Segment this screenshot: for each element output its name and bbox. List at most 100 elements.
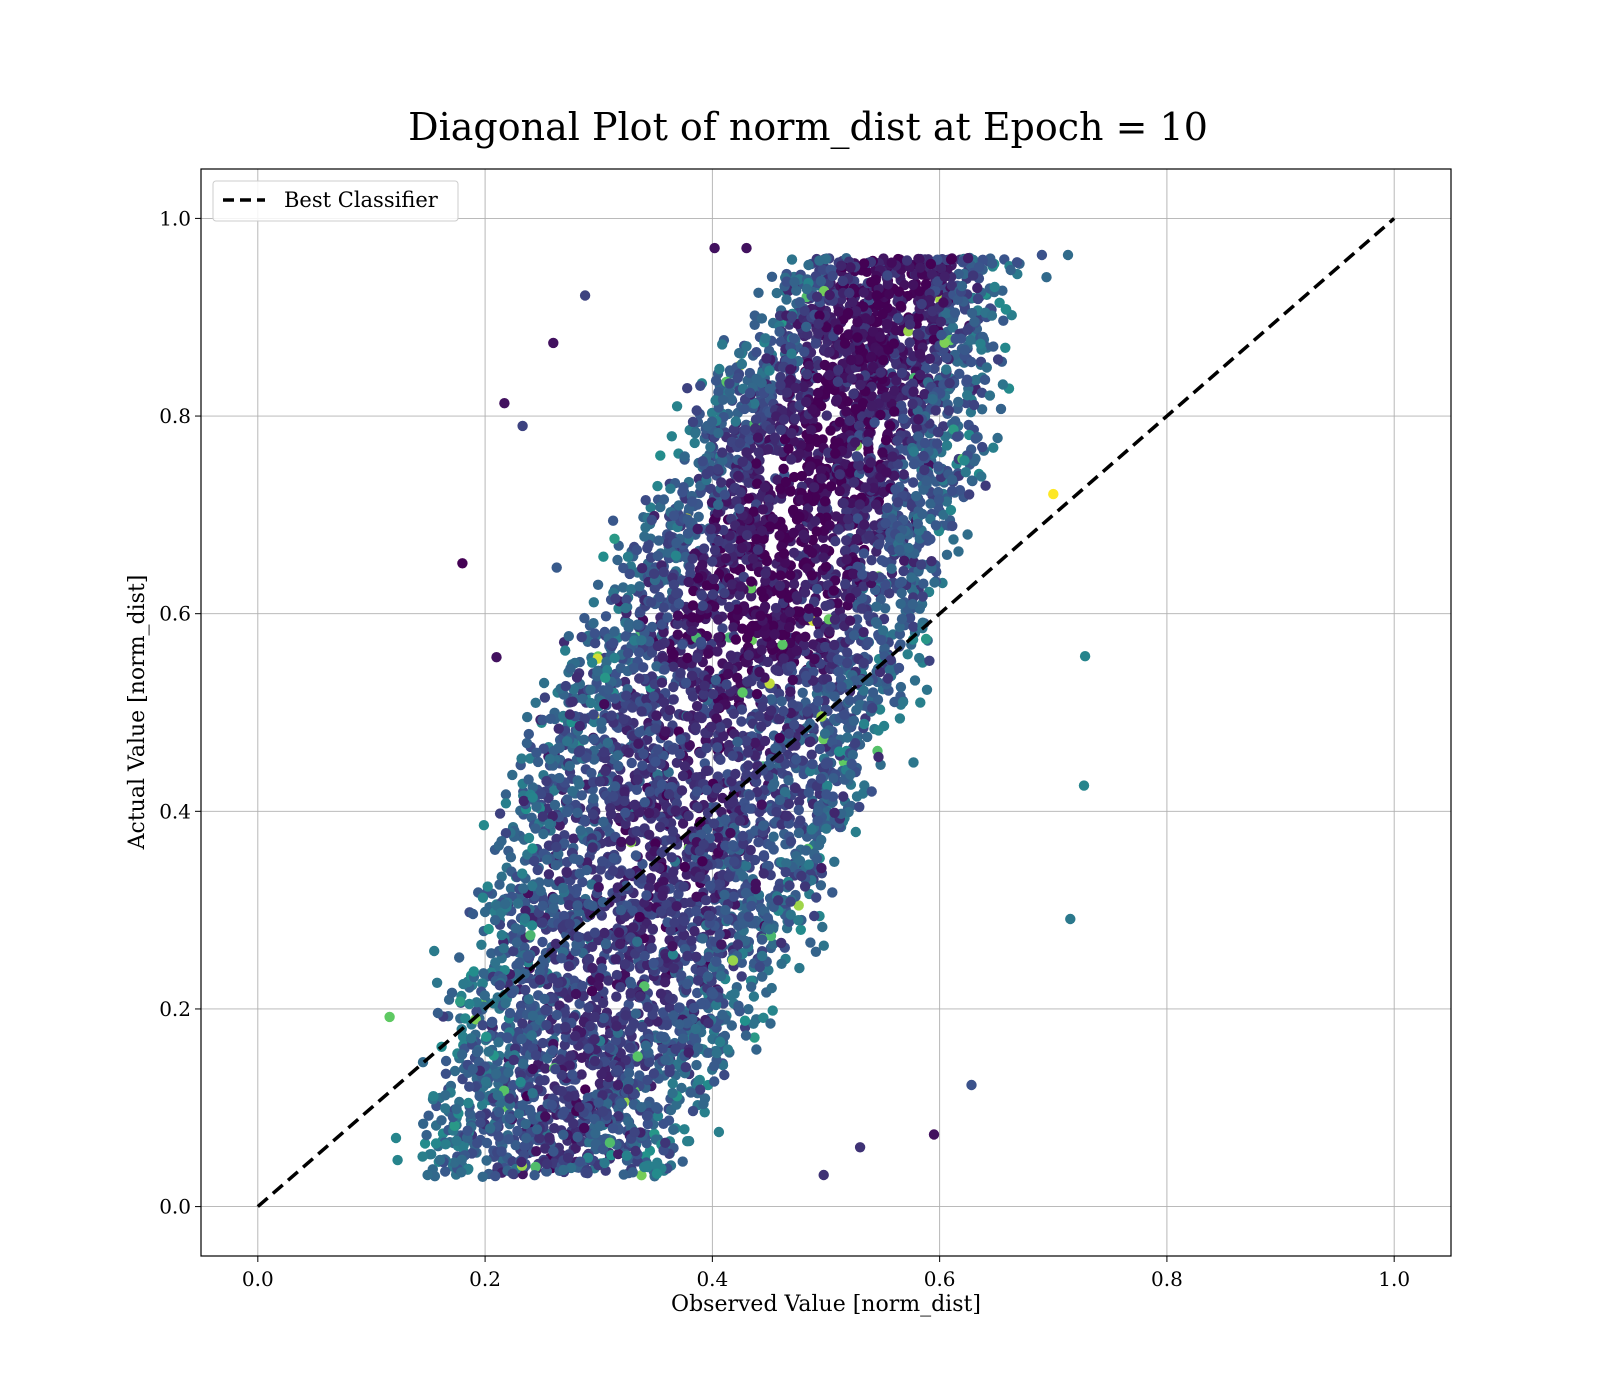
- scatter-point: [693, 711, 705, 722]
- scatter-point: [717, 447, 728, 458]
- scatter-point: [538, 677, 550, 689]
- scatter-point: [777, 639, 788, 650]
- scatter-point: [540, 1004, 551, 1016]
- scatter-point: [693, 1075, 705, 1086]
- scatter-point: [718, 730, 729, 742]
- scatter-point: [565, 1050, 576, 1061]
- scatter-point: [998, 315, 1009, 326]
- scatter-point: [714, 363, 725, 375]
- scatter-point: [909, 675, 921, 686]
- scatter-point: [766, 271, 778, 282]
- scatter-point: [695, 1084, 706, 1095]
- scatter-point: [436, 1115, 447, 1126]
- scatter-point: [736, 358, 748, 370]
- scatter-point: [736, 716, 747, 727]
- scatter-point: [692, 523, 703, 535]
- scatter-point: [555, 1054, 566, 1065]
- scatter-point: [785, 686, 796, 697]
- scatter-point: [711, 1047, 722, 1059]
- scatter-point: [833, 524, 844, 535]
- scatter-point: [634, 727, 645, 738]
- scatter-point: [626, 757, 637, 769]
- scatter-point: [793, 796, 805, 807]
- scatter-point: [652, 480, 663, 492]
- scatter-point: [768, 844, 779, 855]
- scatter-point: [915, 697, 926, 708]
- scatter-point: [619, 786, 630, 798]
- scatter-point: [713, 535, 724, 547]
- scatter-point: [668, 681, 679, 693]
- scatter-point: [592, 579, 604, 590]
- scatter-point: [576, 1069, 587, 1080]
- scatter-point: [613, 760, 624, 772]
- scatter-point: [474, 1091, 485, 1102]
- scatter-point: [507, 1168, 518, 1179]
- scatter-point: [568, 833, 579, 844]
- scatter-point: [858, 685, 869, 696]
- scatter-point: [508, 946, 519, 957]
- scatter-point: [863, 637, 874, 648]
- scatter-point: [845, 467, 856, 478]
- scatter-point: [454, 952, 465, 963]
- scatter-point: [637, 858, 648, 870]
- scatter-point: [892, 497, 904, 508]
- scatter-point: [632, 774, 643, 785]
- scatter-point: [914, 652, 925, 664]
- scatter-point: [560, 680, 571, 692]
- scatter-point: [647, 923, 658, 935]
- scatter-point: [713, 632, 724, 643]
- scatter-point: [815, 880, 827, 891]
- scatter-point: [719, 587, 730, 599]
- scatter-point: [481, 1031, 492, 1043]
- scatter-point: [736, 971, 747, 982]
- scatter-point: [811, 606, 823, 618]
- scatter-point: [530, 697, 541, 708]
- scatter-point: [551, 562, 562, 573]
- scatter-point: [494, 808, 506, 819]
- scatter-point: [857, 788, 869, 799]
- scatter-point: [841, 535, 852, 546]
- scatter-point: [710, 375, 722, 386]
- scatter-point: [751, 347, 762, 358]
- scatter-point: [866, 555, 877, 566]
- scatter-point: [687, 1105, 699, 1117]
- scatter-point: [790, 782, 801, 794]
- scatter-point: [535, 885, 546, 897]
- scatter-point: [966, 307, 978, 319]
- scatter-point: [765, 1018, 776, 1029]
- scatter-point: [647, 621, 658, 633]
- scatter-point: [825, 425, 836, 436]
- scatter-point: [652, 744, 663, 755]
- scatter-point: [753, 287, 764, 298]
- scatter-point: [630, 850, 642, 861]
- scatter-point: [737, 687, 748, 698]
- scatter-point: [722, 1044, 734, 1055]
- scatter-point: [769, 778, 780, 789]
- scatter-point: [571, 672, 583, 683]
- scatter-point: [842, 732, 853, 743]
- scatter-point: [858, 258, 870, 269]
- scatter-point: [600, 611, 612, 622]
- scatter-point: [862, 731, 873, 743]
- scatter-point: [766, 694, 777, 705]
- scatter-point: [545, 713, 556, 724]
- scatter-point: [817, 921, 828, 933]
- scatter-point: [753, 837, 764, 848]
- scatter-point: [487, 1016, 498, 1027]
- scatter-point: [785, 836, 797, 847]
- scatter-point: [793, 900, 804, 911]
- scatter-point: [687, 691, 699, 702]
- scatter-point: [556, 953, 567, 964]
- scatter-point: [672, 629, 683, 640]
- scatter-point: [691, 405, 702, 416]
- scatter-point: [507, 769, 518, 781]
- scatter-point: [941, 440, 953, 451]
- scatter-point: [664, 704, 676, 716]
- scatter-point: [622, 551, 634, 562]
- scatter-point: [668, 694, 679, 705]
- scatter-point: [558, 910, 570, 922]
- scatter-point: [642, 1118, 653, 1130]
- scatter-point: [477, 1171, 488, 1183]
- scatter-point: [908, 458, 920, 470]
- scatter-point: [500, 798, 512, 809]
